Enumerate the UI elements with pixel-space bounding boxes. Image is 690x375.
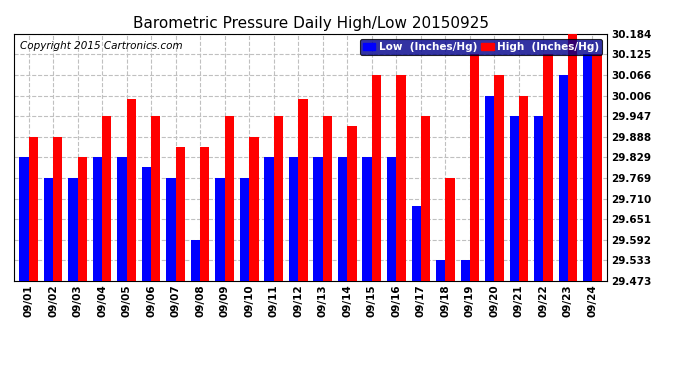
Bar [215,178,225,281]
Bar [583,54,593,281]
Bar [519,96,529,281]
Bar [166,178,176,281]
Bar [126,99,136,281]
Title: Barometric Pressure Daily High/Low 20150925: Barometric Pressure Daily High/Low 20150… [132,16,489,31]
Bar [151,116,161,281]
Bar [568,34,578,281]
Bar [436,260,445,281]
Bar [28,137,38,281]
Bar [470,54,479,281]
Bar [593,54,602,281]
Bar [445,178,455,281]
Bar [313,158,323,281]
Bar [495,75,504,281]
Bar [372,75,381,281]
Bar [176,147,185,281]
Bar [387,158,396,281]
Bar [510,116,519,281]
Bar [92,158,102,281]
Bar [102,116,111,281]
Bar [362,158,372,281]
Text: Copyright 2015 Cartronics.com: Copyright 2015 Cartronics.com [20,41,182,51]
Bar [274,116,283,281]
Bar [298,99,308,281]
Bar [460,260,470,281]
Bar [225,116,234,281]
Bar [411,206,421,281]
Bar [559,75,568,281]
Bar [142,167,151,281]
Bar [191,240,200,281]
Bar [338,158,347,281]
Bar [43,178,53,281]
Bar [485,96,495,281]
Bar [396,75,406,281]
Bar [544,54,553,281]
Bar [200,147,210,281]
Legend: Low  (Inches/Hg), High  (Inches/Hg): Low (Inches/Hg), High (Inches/Hg) [359,39,602,55]
Bar [249,137,259,281]
Bar [534,116,544,281]
Bar [264,158,274,281]
Bar [77,158,87,281]
Bar [68,178,77,281]
Bar [323,116,332,281]
Bar [117,158,126,281]
Bar [19,158,28,281]
Bar [289,158,298,281]
Bar [53,137,62,281]
Bar [240,178,249,281]
Bar [421,116,430,281]
Bar [347,126,357,281]
